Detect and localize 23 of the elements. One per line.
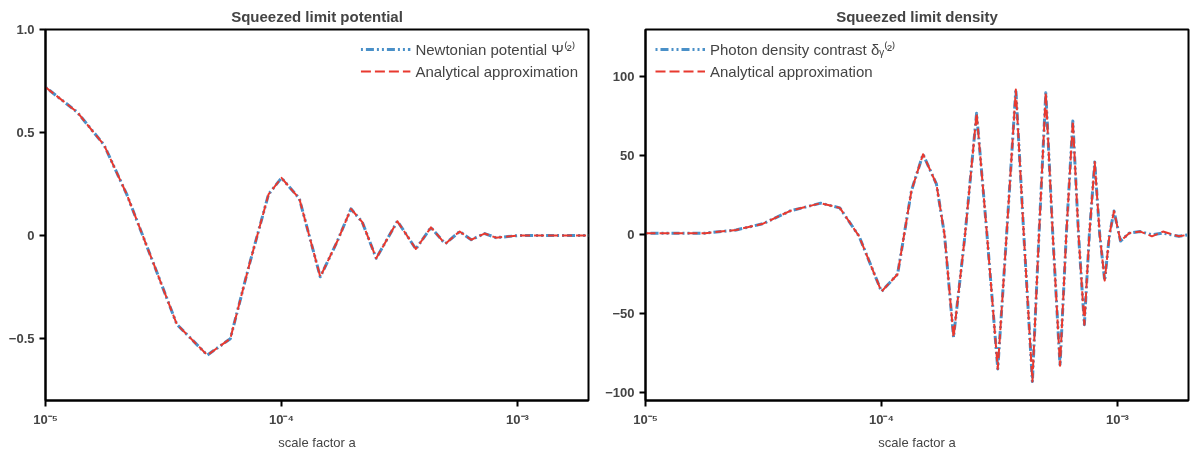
x-tick-label: 10⁻⁴ — [269, 411, 294, 427]
y-tick-label: −100 — [605, 385, 635, 401]
y-tick-label: 0.5 — [16, 125, 35, 141]
y-tick-label: 0 — [627, 227, 635, 243]
legend-label: Newtonian potential Ψ⁽²⁾ — [415, 40, 575, 59]
y-tick-label: 1.0 — [16, 22, 35, 37]
y-tick-label: −50 — [612, 306, 635, 322]
x-tick-label: 10⁻⁵ — [33, 411, 58, 427]
y-tick-label: 0 — [27, 228, 35, 244]
chart-title: Squeezed limit density — [836, 7, 999, 25]
chart-title: Squeezed limit potential — [231, 7, 403, 25]
x-axis-title: scale factor a — [278, 434, 357, 450]
y-tick-label: 100 — [612, 69, 635, 85]
legend-label: Analytical approximation — [710, 62, 873, 80]
x-axis-title: scale factor a — [878, 434, 957, 450]
legend-label: Photon density contrast δᵧ⁽²⁾ — [710, 40, 896, 59]
y-tick-label: 50 — [620, 148, 635, 164]
x-tick-label: 10⁻³ — [1106, 411, 1130, 427]
x-tick-label: 10⁻⁵ — [633, 411, 658, 427]
x-tick-label: 10⁻⁴ — [869, 411, 894, 427]
legend-label: Analytical approximation — [415, 62, 578, 80]
y-tick-label: −0.5 — [8, 331, 35, 347]
x-tick-label: 10⁻³ — [506, 411, 530, 427]
